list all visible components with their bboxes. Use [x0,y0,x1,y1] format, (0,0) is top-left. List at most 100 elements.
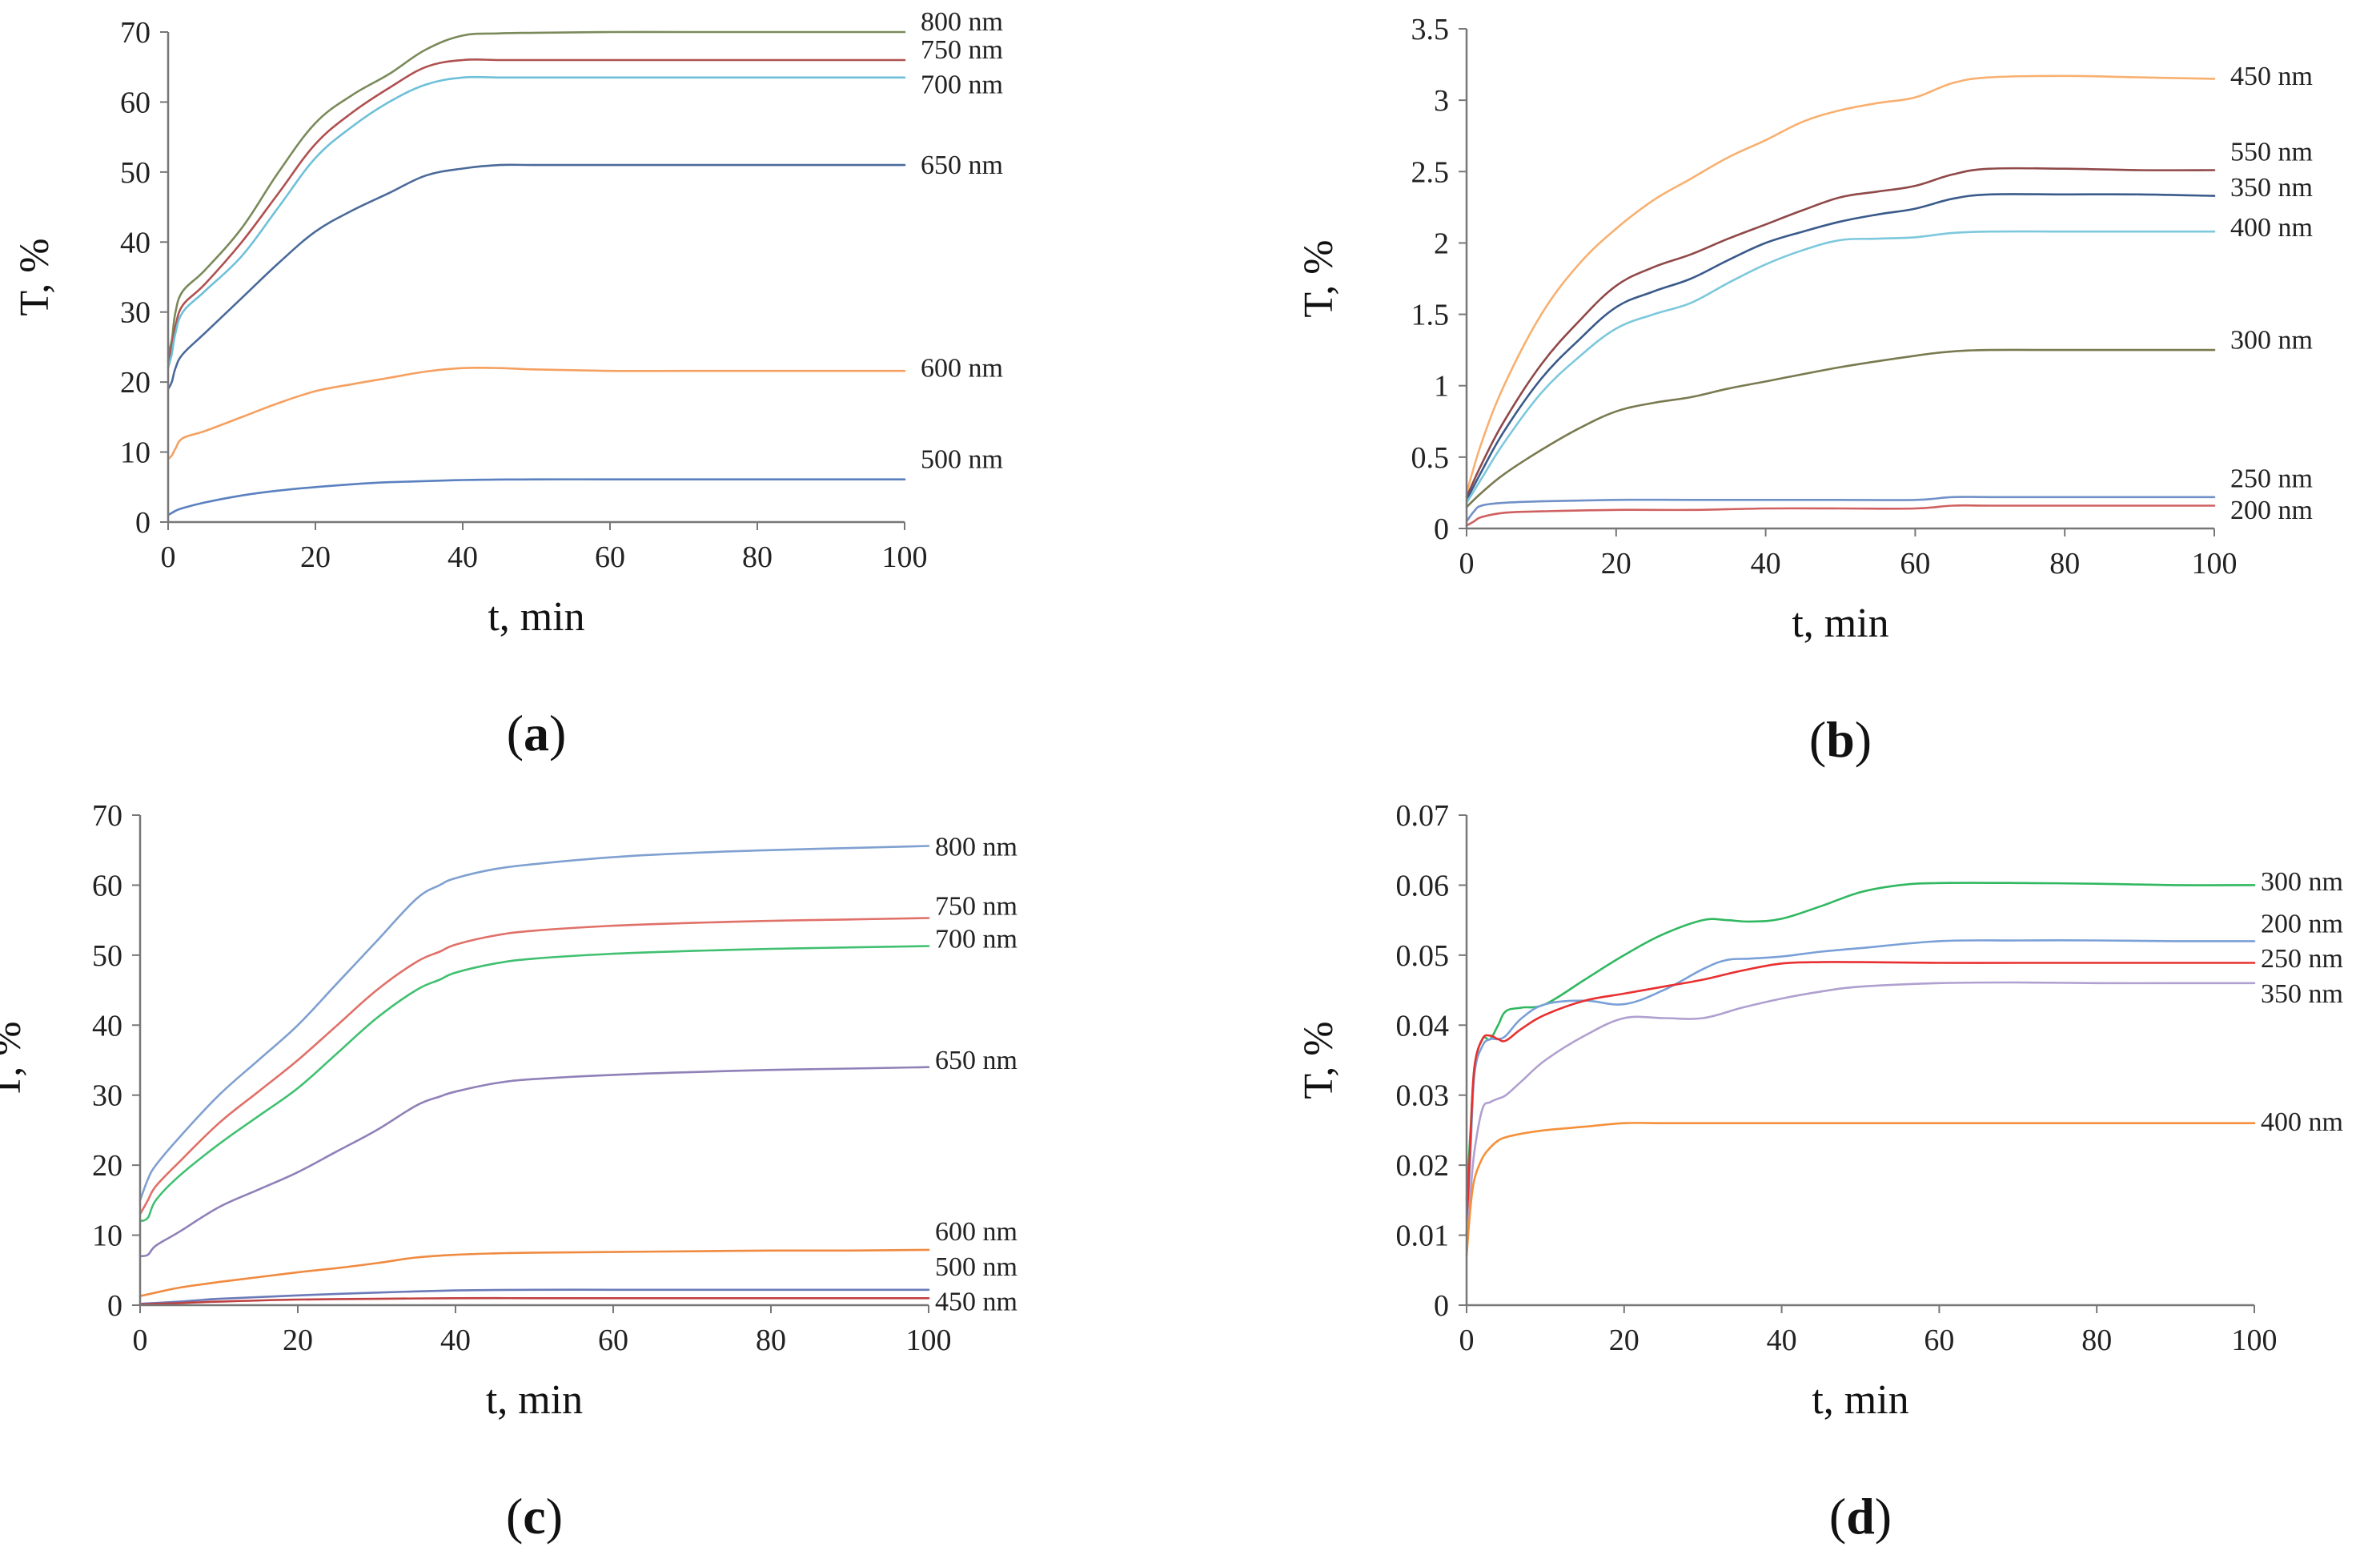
y-tick-label: 0.06 [1396,869,1450,902]
series-line-300-nm [1465,882,2256,1202]
series-label: 350 nm [2230,173,2313,203]
series-line-700-nm [138,945,930,1223]
y-tick-label: 1.5 [1411,299,1450,332]
x-tick-label: 100 [2232,1324,2278,1357]
series-line-600-nm [138,1248,930,1297]
series-label: 400 nm [2261,1107,2343,1137]
x-tick-label: 60 [1900,547,1930,581]
series-label: 650 nm [935,1046,1017,1075]
y-tick-label: 0.04 [1396,1009,1450,1043]
y-tick-label: 3.5 [1411,13,1450,46]
y-tick-label: 0 [107,1289,122,1323]
series-line-750-nm [167,58,906,363]
series-label: 700 nm [921,70,1003,100]
series-label: 550 nm [2230,137,2313,167]
series-label: 800 nm [935,832,1017,862]
series-line-300-nm [1465,348,2216,508]
y-tick-label: 60 [92,869,122,902]
series-label: 650 nm [921,151,1003,180]
series-line-800-nm [138,845,930,1202]
x-axis-title: t, min [1792,601,1888,646]
y-axis-title: T, % [1296,1021,1342,1099]
x-tick-label: 100 [882,540,928,574]
y-axis-title: T, % [0,1021,30,1099]
series-line-800-nm [167,30,906,356]
series-line-650-nm [138,1066,930,1258]
x-axis-title: t, min [488,594,584,640]
x-tick-label: 0 [133,1324,148,1357]
x-tick-label: 80 [742,540,773,574]
series-line-700-nm [167,75,906,369]
series-line-450-nm [1465,74,2216,494]
series-line-250-nm [1465,961,2256,1236]
y-tick-label: 50 [92,939,122,973]
y-tick-label: 10 [120,436,151,470]
series-line-600-nm [167,366,906,460]
series-label: 450 nm [2230,62,2313,91]
panel-c: 0 10 20 30 40 50 60 70 0 20 40 60 80 100 800 nm 750 n… [0,783,1190,1566]
series-line-350-nm [1465,193,2216,501]
y-tick-label: 30 [120,296,151,330]
y-tick-label: 0.02 [1396,1149,1450,1183]
series-line-350-nm [1465,981,2256,1251]
panel-d: 0 0.01 0.02 0.03 0.04 0.05 0.06 0.07 0 20 40 60 80 1… [1190,783,2379,1566]
y-tick-label: 50 [120,156,151,190]
x-tick-label: 100 [2192,547,2238,581]
series-label: 200 nm [2261,910,2343,939]
y-tick-label: 30 [92,1079,122,1113]
panel-label: (a) [507,705,567,761]
x-tick-label: 80 [2049,547,2080,581]
x-tick-label: 100 [906,1324,952,1357]
panel-label: (b) [1809,711,1872,768]
series-label: 700 nm [935,925,1017,954]
series-line-450-nm [138,1296,930,1306]
x-tick-label: 60 [595,540,625,574]
y-tick-label: 0 [135,506,151,540]
series-label: 800 nm [921,7,1003,37]
x-tick-label: 60 [1924,1324,1954,1357]
y-tick-label: 3 [1434,84,1449,118]
y-tick-label: 2.5 [1411,155,1450,189]
y-tick-label: 0.5 [1411,441,1450,475]
series-label: 600 nm [935,1217,1017,1247]
y-tick-label: 60 [120,86,151,119]
panel-d-svg: 0 0.01 0.02 0.03 0.04 0.05 0.06 0.07 0 20 40 60 80 1… [1296,799,2343,1545]
x-tick-label: 80 [2081,1324,2112,1357]
y-tick-label: 0.03 [1396,1079,1450,1113]
series-label: 250 nm [2261,944,2343,974]
series-label: 750 nm [935,892,1017,922]
y-tick-label: 1 [1434,370,1449,404]
series-label: 350 nm [2261,979,2343,1009]
series-label: 200 nm [2230,496,2313,525]
x-tick-label: 0 [161,540,176,574]
series-line-650-nm [167,163,906,391]
x-tick-label: 0 [1459,547,1475,581]
series-label: 300 nm [2261,867,2343,897]
series-line-500-nm [167,478,906,516]
series-line-250-nm [1465,496,2216,523]
y-tick-label: 40 [92,1009,122,1043]
series-line-550-nm [1465,167,2216,499]
panel-a: 0 10 20 30 40 50 60 70 0 20 40 60 80 100 800 nm 750 n… [0,0,1190,783]
y-tick-label: 0.05 [1396,939,1450,973]
series-line-750-nm [138,917,930,1215]
y-tick-label: 0.01 [1396,1219,1450,1253]
x-tick-label: 40 [1767,1324,1797,1357]
series-line-400-nm [1465,1122,2256,1258]
panel-c-svg: 0 10 20 30 40 50 60 70 0 20 40 60 80 100 800 nm 750 n… [0,799,1017,1545]
x-tick-label: 20 [300,540,331,574]
panel-label: (d) [1829,1488,1892,1545]
series-label: 600 nm [921,354,1003,384]
y-tick-label: 20 [120,366,151,400]
series-label: 300 nm [2230,326,2313,356]
x-tick-label: 20 [1609,1324,1640,1357]
x-tick-label: 80 [756,1324,786,1357]
x-axis-title: t, min [1812,1377,1908,1423]
panel-b: 0 0.5 1 1.5 2 2.5 3 3.5 0 20 40 60 80 100 450 nm 550 … [1190,0,2379,783]
y-tick-label: 40 [120,226,151,259]
series-label: 500 nm [935,1252,1017,1282]
series-line-200-nm [1465,504,2216,527]
y-axis-title: T, % [12,238,58,315]
